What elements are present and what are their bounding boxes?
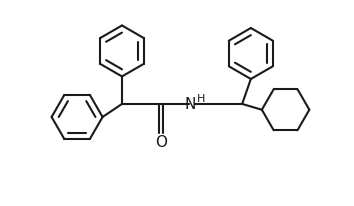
Text: O: O — [155, 135, 167, 150]
Text: H: H — [197, 93, 206, 103]
Text: N: N — [184, 97, 196, 112]
